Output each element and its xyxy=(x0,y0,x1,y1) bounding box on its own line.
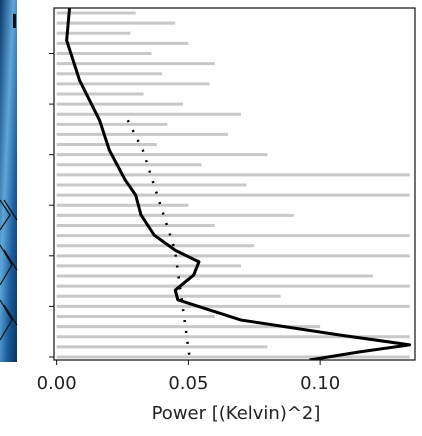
x-axis-label: Power [(Kelvin)^2] xyxy=(152,403,321,424)
power-curve xyxy=(65,8,412,360)
x-tick-label: 0.10 xyxy=(300,373,340,394)
x-tick-label: 0.00 xyxy=(37,373,77,394)
axes-frame xyxy=(53,7,416,361)
plot-area xyxy=(56,8,412,360)
x-tick-label: 0.05 xyxy=(168,373,208,394)
side-image xyxy=(0,0,18,362)
